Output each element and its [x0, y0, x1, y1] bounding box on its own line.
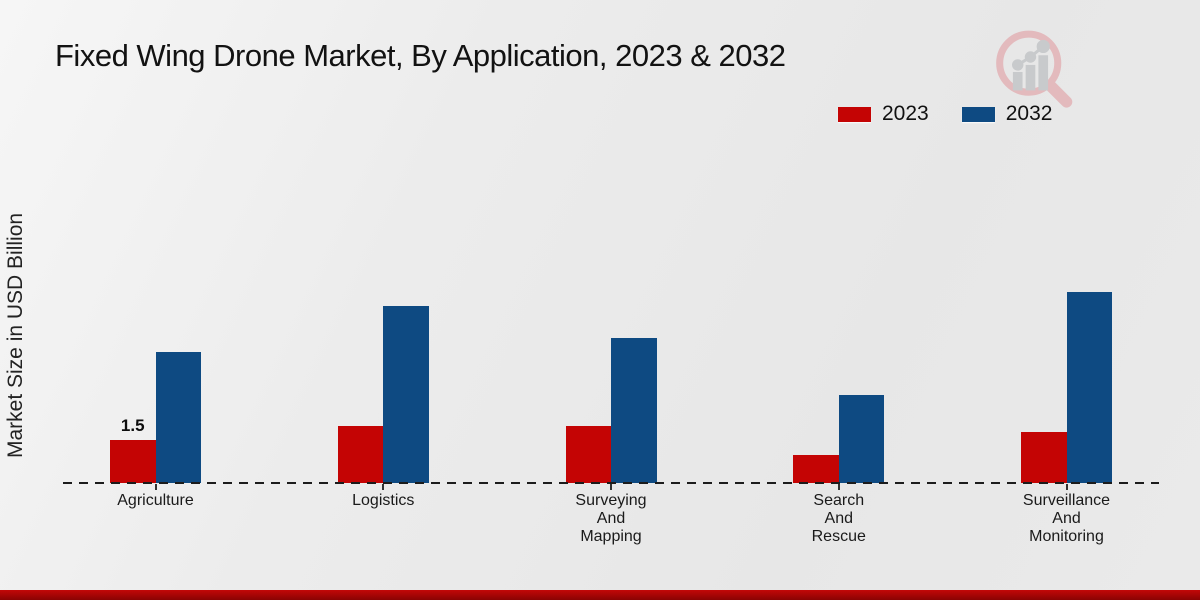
legend: 2023 2032	[838, 102, 1052, 126]
legend-label-2023: 2023	[882, 102, 929, 125]
x-axis-category-label-search-and-rescue: Search And Rescue	[811, 492, 866, 545]
bar-2023-search-and-rescue	[793, 454, 839, 483]
x-axis-tick	[154, 484, 157, 490]
bar-2032-agriculture	[155, 351, 201, 483]
bar-2023-logistics	[337, 426, 384, 483]
bar-2023-surveillance-and-monitoring	[1021, 431, 1067, 483]
magnifier-bar-chart-logo-icon	[996, 30, 1073, 108]
legend-item-2032: 2032	[961, 102, 1053, 126]
x-axis-category-label-logistics: Logistics	[352, 492, 415, 509]
legend-item-2023: 2023	[838, 102, 929, 126]
bar-2032-logistics	[383, 306, 429, 483]
bottom-red-strip	[0, 590, 1200, 600]
x-axis-tick	[1065, 484, 1068, 490]
x-axis-tick	[382, 484, 385, 490]
bar-2023-surveying-and-mapping	[565, 426, 611, 483]
x-axis-category-label-surveillance-and-monitoring: Surveillance And Monitoring	[1022, 492, 1111, 545]
legend-label-2032: 2032	[1005, 102, 1053, 125]
bar-2032-surveillance-and-monitoring	[1066, 292, 1112, 483]
plot-area: Agriculture Logistics Surveying And Mappin…	[63, 179, 1158, 545]
x-axis-category-label-surveying-and-mapping: Surveying And Mapping	[575, 492, 647, 545]
bar-2032-surveying-and-mapping	[611, 337, 657, 483]
x-axis-tick	[610, 484, 612, 490]
bar-2023-agriculture	[110, 440, 156, 483]
legend-swatch-2023	[838, 106, 871, 122]
bar-2032-search-and-rescue	[838, 394, 885, 483]
chart-title: Fixed Wing Drone Market, By Application,…	[55, 38, 786, 73]
legend-swatch-2032	[961, 106, 995, 122]
y-axis-label: Market Size in USD Billion	[4, 212, 27, 458]
x-axis-baseline	[63, 482, 1159, 484]
x-axis-tick	[837, 484, 840, 490]
x-axis-category-label-agriculture: Agriculture	[117, 492, 194, 509]
bar-value-label: 1.5	[120, 416, 145, 436]
